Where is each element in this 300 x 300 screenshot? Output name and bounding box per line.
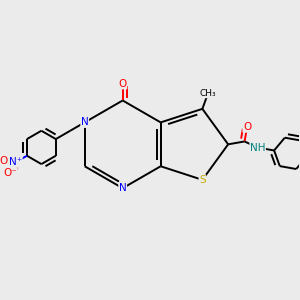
Text: O: O bbox=[243, 122, 251, 132]
Text: N: N bbox=[81, 117, 88, 128]
Text: N: N bbox=[119, 183, 127, 193]
Text: S: S bbox=[199, 175, 206, 185]
Text: NH: NH bbox=[250, 142, 266, 153]
Text: CH₃: CH₃ bbox=[200, 89, 216, 98]
Text: O⁻: O⁻ bbox=[4, 169, 17, 178]
Text: O: O bbox=[118, 79, 127, 89]
Text: O: O bbox=[0, 156, 8, 166]
Text: N⁺: N⁺ bbox=[9, 157, 22, 167]
